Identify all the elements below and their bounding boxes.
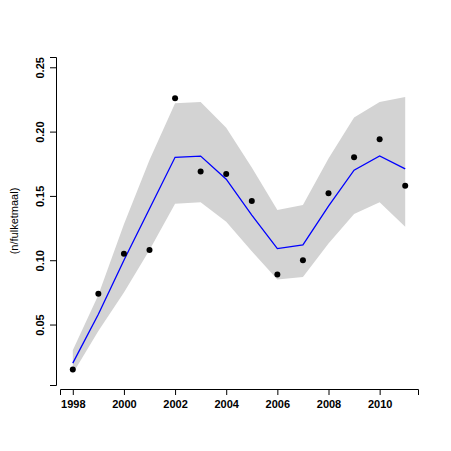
data-point xyxy=(300,257,306,263)
x-tick-label: 2006 xyxy=(266,398,290,410)
x-tick-mark xyxy=(124,389,125,395)
data-point xyxy=(402,183,408,189)
x-tick-label: 2008 xyxy=(317,398,341,410)
confidence-band xyxy=(73,97,405,374)
x-tick-mark xyxy=(175,389,176,395)
y-tick-label: 0.10 xyxy=(34,250,46,271)
y-tick-label: 0.15 xyxy=(34,186,46,207)
x-tick: 2002 xyxy=(163,389,187,410)
x-tick-label: 2004 xyxy=(214,398,239,410)
data-point xyxy=(147,247,153,253)
y-tick-label: 0.05 xyxy=(34,314,46,335)
data-point xyxy=(198,168,204,174)
chart-svg: 1998 2000 2002 2004 2006 2008 2010 0.05 0.10 0.15… xyxy=(0,0,451,451)
x-axis-line xyxy=(61,390,419,396)
y-axis-title: (n/fulketmaal) xyxy=(8,188,20,255)
x-axis: 1998 2000 2002 2004 2006 2008 2010 xyxy=(61,389,419,410)
fit-line xyxy=(73,156,405,363)
data-point xyxy=(121,251,127,257)
chart-container: 1998 2000 2002 2004 2006 2008 2010 0.05 0.10 0.15… xyxy=(0,0,451,451)
data-point xyxy=(223,171,229,177)
x-tick-mark xyxy=(329,389,330,395)
x-tick: 2008 xyxy=(317,389,341,410)
y-tick-mark xyxy=(50,260,56,261)
y-tick-mark xyxy=(50,132,56,133)
y-tick-label: 0.20 xyxy=(34,121,46,142)
data-point xyxy=(377,136,383,142)
y-tick: 0.15 xyxy=(34,186,56,207)
x-tick: 2004 xyxy=(214,389,239,410)
data-point xyxy=(249,198,255,204)
y-tick: 0.10 xyxy=(34,250,56,271)
y-tick-mark xyxy=(50,67,56,68)
y-tick: 0.25 xyxy=(34,57,56,78)
y-axis: 0.05 0.10 0.15 0.20 0.25 xyxy=(34,57,57,385)
x-tick-label: 2000 xyxy=(112,398,136,410)
data-point xyxy=(172,95,178,101)
plot-area xyxy=(70,95,408,373)
x-tick-mark xyxy=(226,389,227,395)
x-tick-mark xyxy=(277,389,278,395)
x-tick: 2006 xyxy=(266,389,290,410)
x-tick: 2000 xyxy=(112,389,136,410)
data-point xyxy=(274,271,280,277)
data-point xyxy=(95,291,101,297)
y-tick: 0.05 xyxy=(34,314,56,335)
x-tick-label: 1998 xyxy=(61,398,85,410)
x-tick: 1998 xyxy=(61,389,85,410)
x-tick-mark xyxy=(73,389,74,395)
x-tick-mark xyxy=(380,389,381,395)
y-tick-label: 0.25 xyxy=(34,57,46,78)
y-tick: 0.20 xyxy=(34,121,56,142)
y-tick-mark xyxy=(50,196,56,197)
data-point xyxy=(351,154,357,160)
data-point xyxy=(326,190,332,196)
data-point xyxy=(70,367,76,373)
y-tick-mark xyxy=(50,325,56,326)
y-axis-line xyxy=(50,58,57,386)
x-tick-label: 2010 xyxy=(368,398,392,410)
x-tick-label: 2002 xyxy=(163,398,187,410)
x-tick: 2010 xyxy=(368,389,392,410)
